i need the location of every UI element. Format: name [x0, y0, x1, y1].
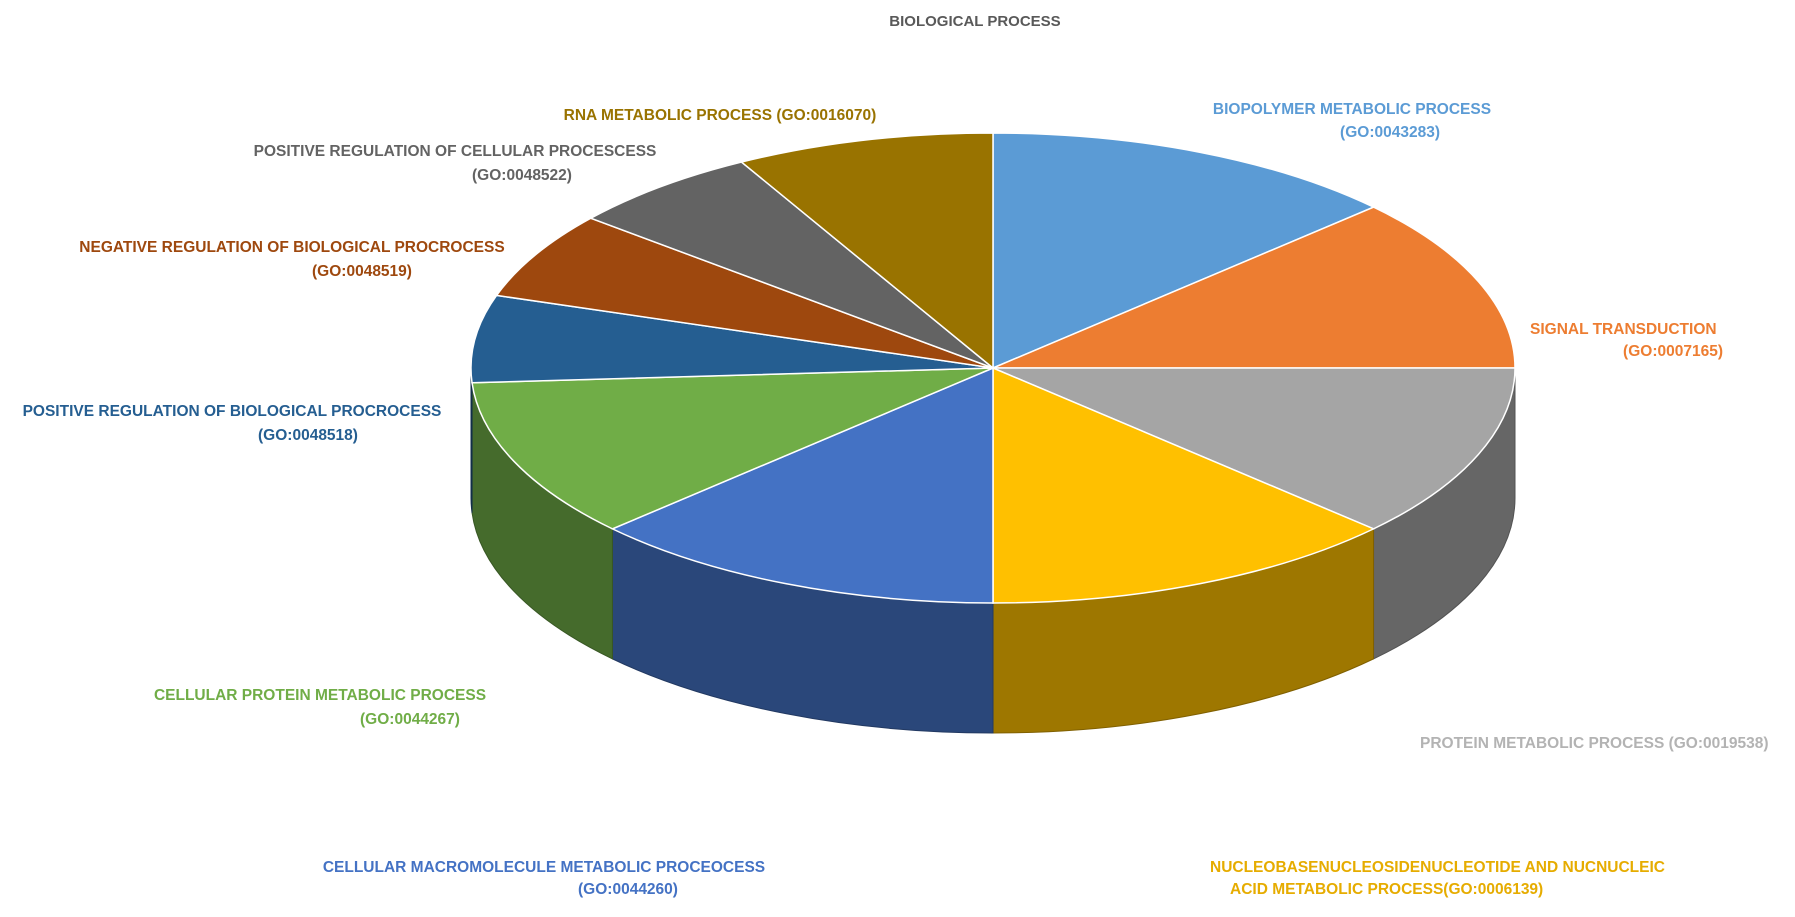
slice-label-line2-6: (GO:0048518) [258, 427, 358, 444]
pie-top-faces [470, 132, 1516, 604]
slice-label-line2-4: (GO:0044260) [578, 881, 678, 898]
pie-side-6 [470, 367, 473, 513]
pie-slice-4 [610, 366, 994, 604]
slice-label-7: NEGATIVE REGULATION OF BIOLOGICAL PROCRO… [79, 239, 504, 256]
slice-label-6: POSITIVE REGULATION OF BIOLOGICAL PROCRO… [23, 403, 442, 420]
slice-label-4: CELLULAR MACROMOLECULE METABOLIC PROCEOC… [323, 859, 765, 876]
pie-slice-6 [470, 294, 994, 384]
slice-label-8: POSITIVE REGULATION OF CELLULAR PROCESCE… [254, 143, 657, 160]
pie-slice-1 [992, 206, 1516, 369]
slice-label-5: CELLULAR PROTEIN METABOLIC PROCESS [154, 687, 486, 704]
slice-label-line2-1: (GO:0007165) [1623, 343, 1723, 360]
pie-slice-5 [471, 367, 994, 530]
pie-slice-3 [992, 366, 1376, 604]
slice-label-line2-5: (GO:0044267) [360, 711, 460, 728]
slice-label-3: NUCLEOBASENUCLEOSIDENUCLEOTIDE AND NUCNU… [1210, 859, 1665, 876]
slice-label-line2-0: (GO:0043283) [1340, 124, 1440, 141]
chart-title: BIOLOGICAL PROCESS [889, 13, 1060, 30]
slice-label-9: RNA METABOLIC PROCESS (GO:0016070) [564, 107, 877, 124]
pie-slice-9 [739, 132, 994, 370]
slice-label-line2-7: (GO:0048519) [312, 263, 412, 280]
pie-labels: BIOPOLYMER METABOLIC PROCESS (GO:0043283)… [23, 101, 1769, 898]
pie-slice-7 [495, 217, 994, 369]
slice-label-line2-8: (GO:0048522) [472, 167, 572, 184]
pie-slice-8 [588, 161, 994, 369]
pie-side-walls [470, 367, 1516, 734]
slice-label-line2-3: ACID METABOLIC PROCESS(GO:0006139) [1230, 881, 1543, 898]
slice-label-1: SIGNAL TRANSDUCTION [1530, 321, 1717, 338]
slice-label-0: BIOPOLYMER METABOLIC PROCESS [1213, 101, 1491, 118]
slice-label-2: PROTEIN METABOLIC PROCESS (GO:0019538) [1420, 735, 1769, 752]
pie-slice-0 [992, 132, 1376, 370]
pie-slice-2 [992, 367, 1516, 530]
